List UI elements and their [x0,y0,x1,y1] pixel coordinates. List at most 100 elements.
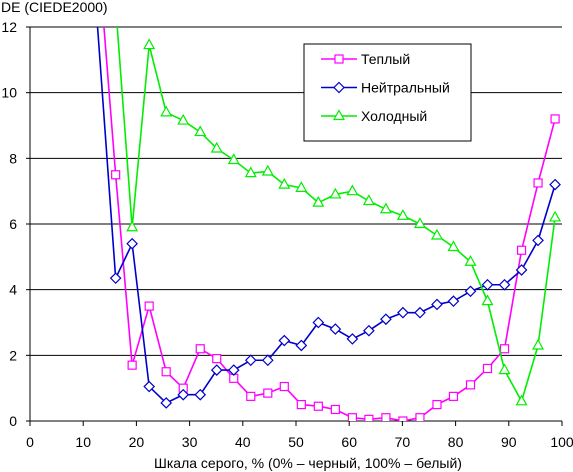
data-point [261,354,274,367]
data-point [432,399,442,410]
data-point [380,313,392,326]
data-point [549,210,562,222]
data-point [210,141,223,153]
data-point [177,388,190,401]
y-tick-label: 8 [9,150,17,166]
data-point [263,388,273,398]
data-point [398,416,408,421]
x-tick-label: 0 [26,434,34,450]
data-point [363,324,375,337]
data-point [397,306,409,319]
data-point [481,278,494,291]
data-point [109,272,122,285]
data-point [227,364,240,376]
data-point [313,401,323,411]
data-point [464,285,477,298]
data-point [379,202,392,214]
x-tick-label: 70 [395,434,411,450]
data-point [126,220,139,232]
series-line [103,27,556,421]
x-tick-label: 90 [501,434,517,450]
data-point [244,166,257,178]
y-tick-label: 6 [9,216,17,232]
data-point [279,381,289,392]
legend-label: Теплый [361,51,410,67]
data-point [481,294,494,306]
data-point [296,399,306,410]
data-point [465,380,476,390]
data-point [126,237,138,250]
data-point [177,113,190,125]
data-point [143,38,156,50]
data-point [312,316,325,329]
data-point [430,228,443,240]
legend: Теплый Нейтральный Холодный [303,43,472,142]
series-2 [96,27,561,409]
data-point [447,295,460,308]
data-point [161,367,171,377]
y-tick-label: 4 [9,282,17,298]
data-point [312,195,325,207]
data-point [261,164,274,176]
data-point [396,209,409,220]
data-point [160,105,173,117]
data-point [330,404,340,415]
data-point [332,109,346,121]
data-point [212,354,222,364]
y-tick-label: 10 [1,85,17,101]
x-tick-label: 100 [550,434,573,450]
x-tick-label: 40 [235,434,251,450]
data-point [160,397,173,409]
data-point [415,413,425,421]
data-point [295,339,308,352]
data-point [295,181,308,192]
data-point [127,360,137,370]
data-point [144,301,154,311]
data-point [346,333,359,345]
data-point [364,414,374,421]
data-point [195,344,205,354]
y-tick-label: 12 [1,19,17,35]
data-point [143,380,156,393]
x-tick-label: 50 [288,434,304,450]
data-point [347,413,357,421]
x-tick-label: 60 [341,434,357,450]
data-point [329,187,342,199]
data-point [278,334,291,347]
x-tick-label: 10 [75,434,91,450]
y-tick-label: 0 [9,413,17,429]
data-point [431,298,443,311]
data-point [244,354,257,367]
legend-label: Холодный [361,108,427,124]
series-3 [116,27,562,406]
data-point [516,245,527,255]
data-point [111,170,121,180]
data-point [549,178,561,191]
y-axis-title: DE (CIEDE2000) [1,0,108,15]
data-point [499,344,510,354]
data-point [246,391,256,401]
x-tick-label: 80 [448,434,464,450]
data-point [278,177,291,189]
data-point [329,323,342,335]
legend-label: Нейтральный [361,80,450,96]
x-tick-label: 20 [129,434,145,450]
y-tick-label: 2 [9,347,17,363]
x-axis-title: Шкала серого, % (0% – черный, 100% – бел… [154,455,462,471]
data-point [498,278,511,291]
data-point [532,234,544,247]
data-point [447,240,460,252]
data-point [413,217,426,229]
series-1 [103,27,560,421]
data-point [346,184,359,196]
data-point [515,394,528,406]
data-point [482,363,493,374]
data-point [550,114,560,124]
data-point [532,338,545,350]
data-point [194,125,207,137]
data-point [464,255,477,266]
data-point [210,364,223,376]
data-point [414,306,426,319]
data-point [448,391,459,401]
